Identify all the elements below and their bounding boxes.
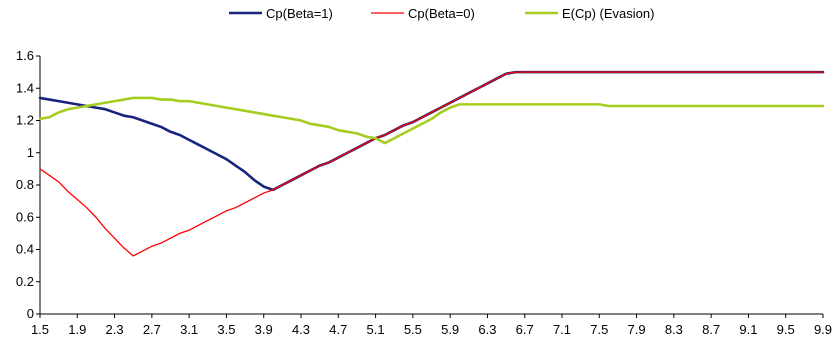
y-tick-label: 1 (27, 145, 34, 160)
x-tick-label: 7.5 (590, 322, 608, 337)
series-line-3 (38, 96, 825, 145)
x-tick-label: 5.5 (404, 322, 422, 337)
y-axis: 0 0.2 0.4 0.6 0.8 1 1.2 1.4 1.6 (16, 48, 41, 321)
x-tick-label: 5.1 (367, 322, 385, 337)
chart-legend: Cp(Beta=1) Cp(Beta=0) E(Cp) (Evasion) (229, 6, 654, 21)
series-line-2 (39, 71, 824, 257)
y-tick-label: 0.2 (16, 274, 34, 289)
x-tick-label: 9.9 (814, 322, 832, 337)
y-tick-label: 1.6 (16, 48, 34, 63)
x-tick-label: 1.9 (68, 322, 86, 337)
x-tick-label: 6.7 (516, 322, 534, 337)
x-tick-label: 4.3 (292, 322, 310, 337)
x-tick-label: 5.9 (441, 322, 459, 337)
x-tick-label: 9.5 (777, 322, 795, 337)
y-tick-label: 0.6 (16, 209, 34, 224)
x-tick-label: 2.7 (143, 322, 161, 337)
series-layer (38, 70, 825, 257)
x-tick-label: 4.7 (329, 322, 347, 337)
x-tick-label: 8.3 (665, 322, 683, 337)
x-tick-label: 3.9 (255, 322, 273, 337)
x-tick-label: 8.7 (702, 322, 720, 337)
x-tick-label: 2.3 (106, 322, 124, 337)
legend-label-3: E(Cp) (Evasion) (562, 6, 654, 21)
legend-label-1: Cp(Beta=1) (266, 6, 333, 21)
x-tick-label: 3.1 (180, 322, 198, 337)
x-axis: 1.5 1.9 2.3 2.7 3.1 3.5 3.9 4.3 4.7 5.1 5.5 5.9 6.3 6… (31, 313, 832, 337)
legend-label-2: Cp(Beta=0) (408, 6, 475, 21)
x-tick-label: 3.5 (217, 322, 235, 337)
y-tick-label: 0.8 (16, 177, 34, 192)
y-tick-label: 0 (27, 306, 34, 321)
series-line-1 (38, 70, 825, 192)
x-tick-label: 7.9 (628, 322, 646, 337)
x-tick-label: 6.3 (478, 322, 496, 337)
y-tick-label: 1.2 (16, 113, 34, 128)
y-tick-label: 1.4 (16, 80, 34, 95)
x-tick-label: 1.5 (31, 322, 49, 337)
x-tick-label: 9.1 (739, 322, 757, 337)
y-tick-label: 0.4 (16, 242, 34, 257)
x-tick-label: 7.1 (553, 322, 571, 337)
